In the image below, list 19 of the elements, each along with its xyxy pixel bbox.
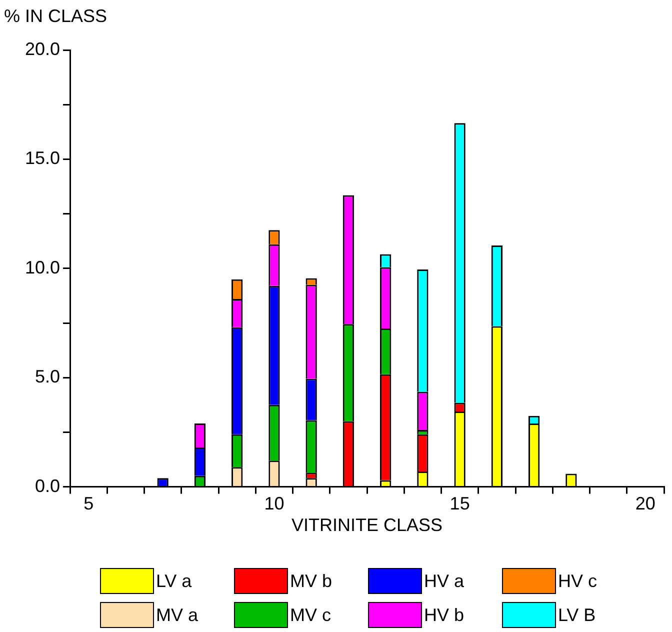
y-tick-label: 5.0 xyxy=(35,366,60,387)
y-tick-label: 10.0 xyxy=(24,257,60,278)
y-tick-label: 0.0 xyxy=(35,476,60,496)
legend-label: MV b xyxy=(290,570,332,592)
legend-label: HV c xyxy=(558,570,598,592)
y-axis-title: % IN CLASS xyxy=(4,6,108,27)
legend-label: LV a xyxy=(156,570,192,592)
legend-label: HV a xyxy=(424,570,464,592)
legend-label: MV a xyxy=(156,604,198,626)
y-tick-label: 20.0 xyxy=(24,38,60,59)
x-tick-label: 10 xyxy=(264,494,284,514)
x-axis-title: VITRINITE CLASS xyxy=(292,515,443,536)
legend-label: HV b xyxy=(424,604,464,626)
legend-label: LV B xyxy=(558,604,596,626)
y-tick-label: 15.0 xyxy=(24,148,60,168)
legend-label: MV c xyxy=(290,604,332,626)
x-tick-label: 20 xyxy=(635,494,656,514)
x-tick-label: 15 xyxy=(450,494,470,514)
x-tick-label: 5 xyxy=(84,494,94,514)
